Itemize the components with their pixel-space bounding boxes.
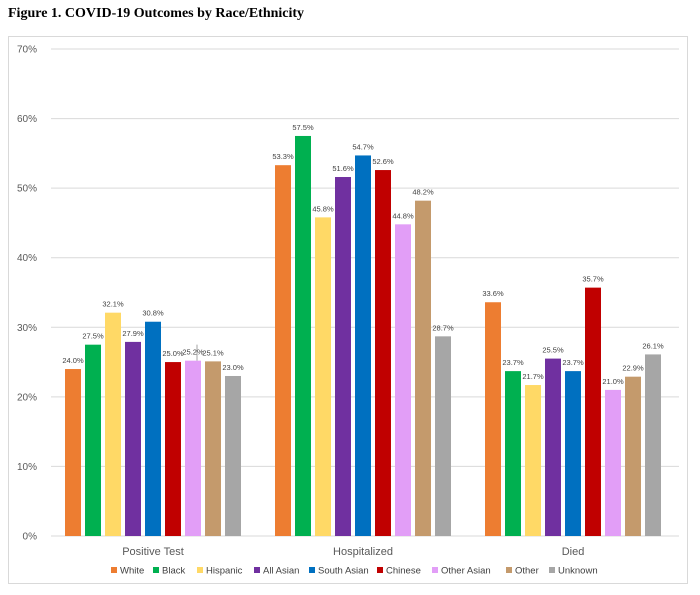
y-tick-label: 70% xyxy=(17,45,37,56)
bar-unknown xyxy=(645,354,661,536)
chart-container: 0% 10% 20% 30% 40% 50% 60% 70% 24.0% 27.5% 32.1% 2… xyxy=(8,36,688,584)
data-label: 23.7% xyxy=(502,358,524,367)
data-label: 25.5% xyxy=(542,346,564,355)
bar-hispanic xyxy=(105,312,121,536)
data-label: 57.5% xyxy=(292,123,314,132)
bar-white xyxy=(275,165,291,537)
bars xyxy=(65,135,661,537)
bar-other-asian xyxy=(605,389,621,536)
data-labels: 24.0% 27.5% 32.1% 27.9% 30.8% 25.0%25.2%25.1%… xyxy=(62,123,664,386)
x-category-label: Died xyxy=(562,546,585,558)
data-label: 35.7% xyxy=(582,275,604,284)
bar-black xyxy=(295,135,311,536)
legend-label: All Asian xyxy=(263,566,299,577)
bar-all-asian xyxy=(545,358,561,536)
data-label: 21.7% xyxy=(522,372,544,381)
data-label: 27.5% xyxy=(82,332,104,341)
data-label: 21.0% xyxy=(602,377,624,386)
bar-black xyxy=(85,344,101,536)
data-label: 45.8% xyxy=(312,204,334,213)
data-label: 33.6% xyxy=(482,289,504,298)
y-tick-label: 30% xyxy=(17,323,37,334)
legend-label: White xyxy=(120,566,144,577)
legend: White Black Hispanic All Asian South Asian Ch… xyxy=(111,566,598,577)
legend-swatch xyxy=(309,567,315,573)
y-tick-label: 50% xyxy=(17,184,37,195)
legend-swatch xyxy=(549,567,555,573)
data-label: 26.1% xyxy=(642,341,664,350)
bar-south-asian xyxy=(355,155,371,536)
data-label: 48.2% xyxy=(412,188,434,197)
bar-other xyxy=(625,376,641,536)
y-tick-label: 20% xyxy=(17,392,37,403)
bar-other xyxy=(415,200,431,536)
bar-unknown xyxy=(225,375,241,536)
x-category-label: Hospitalized xyxy=(333,546,393,558)
bar-other-asian xyxy=(185,360,201,536)
legend-label: Other xyxy=(515,566,539,577)
data-label: 25.2% xyxy=(182,348,204,357)
y-tick-label: 0% xyxy=(23,532,38,543)
legend-label: Other Asian xyxy=(441,566,491,577)
data-label: 53.3% xyxy=(272,152,294,161)
bar-unknown xyxy=(435,336,451,536)
legend-label: Black xyxy=(162,566,185,577)
legend-swatch xyxy=(111,567,117,573)
data-label: 51.6% xyxy=(332,164,354,173)
data-label: 25.1% xyxy=(202,348,224,357)
data-label: 32.1% xyxy=(102,300,124,309)
bar-white xyxy=(485,302,501,536)
bar-other-asian xyxy=(395,224,411,536)
legend-label: Chinese xyxy=(386,566,421,577)
bar-south-asian xyxy=(145,321,161,536)
legend-swatch xyxy=(153,567,159,573)
bar-hispanic xyxy=(525,385,541,536)
data-label: 54.7% xyxy=(352,142,374,151)
data-label: 52.6% xyxy=(372,157,394,166)
bar-white xyxy=(65,369,81,536)
bar-chinese xyxy=(585,287,601,536)
figure-title: Figure 1. COVID-19 Outcomes by Race/Ethn… xyxy=(8,6,305,21)
x-category-label: Positive Test xyxy=(122,546,184,558)
legend-swatch xyxy=(432,567,438,573)
bar-black xyxy=(505,371,521,536)
bar-all-asian xyxy=(335,177,351,537)
y-tick-label: 60% xyxy=(17,114,37,125)
bar-chinese xyxy=(375,170,391,536)
legend-swatch xyxy=(506,567,512,573)
legend-swatch xyxy=(254,567,260,573)
bar-all-asian xyxy=(125,341,141,536)
bar-other xyxy=(205,361,221,536)
data-label: 27.9% xyxy=(122,329,144,338)
bar-chinese xyxy=(165,362,181,536)
y-axis-ticks: 0% 10% 20% 30% 40% 50% 60% 70% xyxy=(17,45,37,543)
data-label: 23.0% xyxy=(222,363,244,372)
data-label: 24.0% xyxy=(62,356,84,365)
legend-label: Hispanic xyxy=(206,566,243,577)
data-label: 25.0% xyxy=(162,349,184,358)
legend-label: South Asian xyxy=(318,566,369,577)
bar-south-asian xyxy=(565,371,581,536)
legend-swatch xyxy=(197,567,203,573)
bar-hispanic xyxy=(315,217,331,536)
legend-swatch xyxy=(377,567,383,573)
y-tick-label: 10% xyxy=(17,462,37,473)
data-label: 44.8% xyxy=(392,211,414,220)
data-label: 30.8% xyxy=(142,309,164,318)
bar-chart: 0%10%20%30%40%50%60%70% 24.0%27.5%32.1%2… xyxy=(17,45,679,577)
data-label: 28.7% xyxy=(432,323,454,332)
x-axis-categories: Positive Test Hospitalized Died xyxy=(122,546,584,558)
data-label: 23.7% xyxy=(562,358,584,367)
legend-label: Unknown xyxy=(558,566,598,577)
y-tick-label: 40% xyxy=(17,253,37,264)
data-label: 22.9% xyxy=(622,364,644,373)
